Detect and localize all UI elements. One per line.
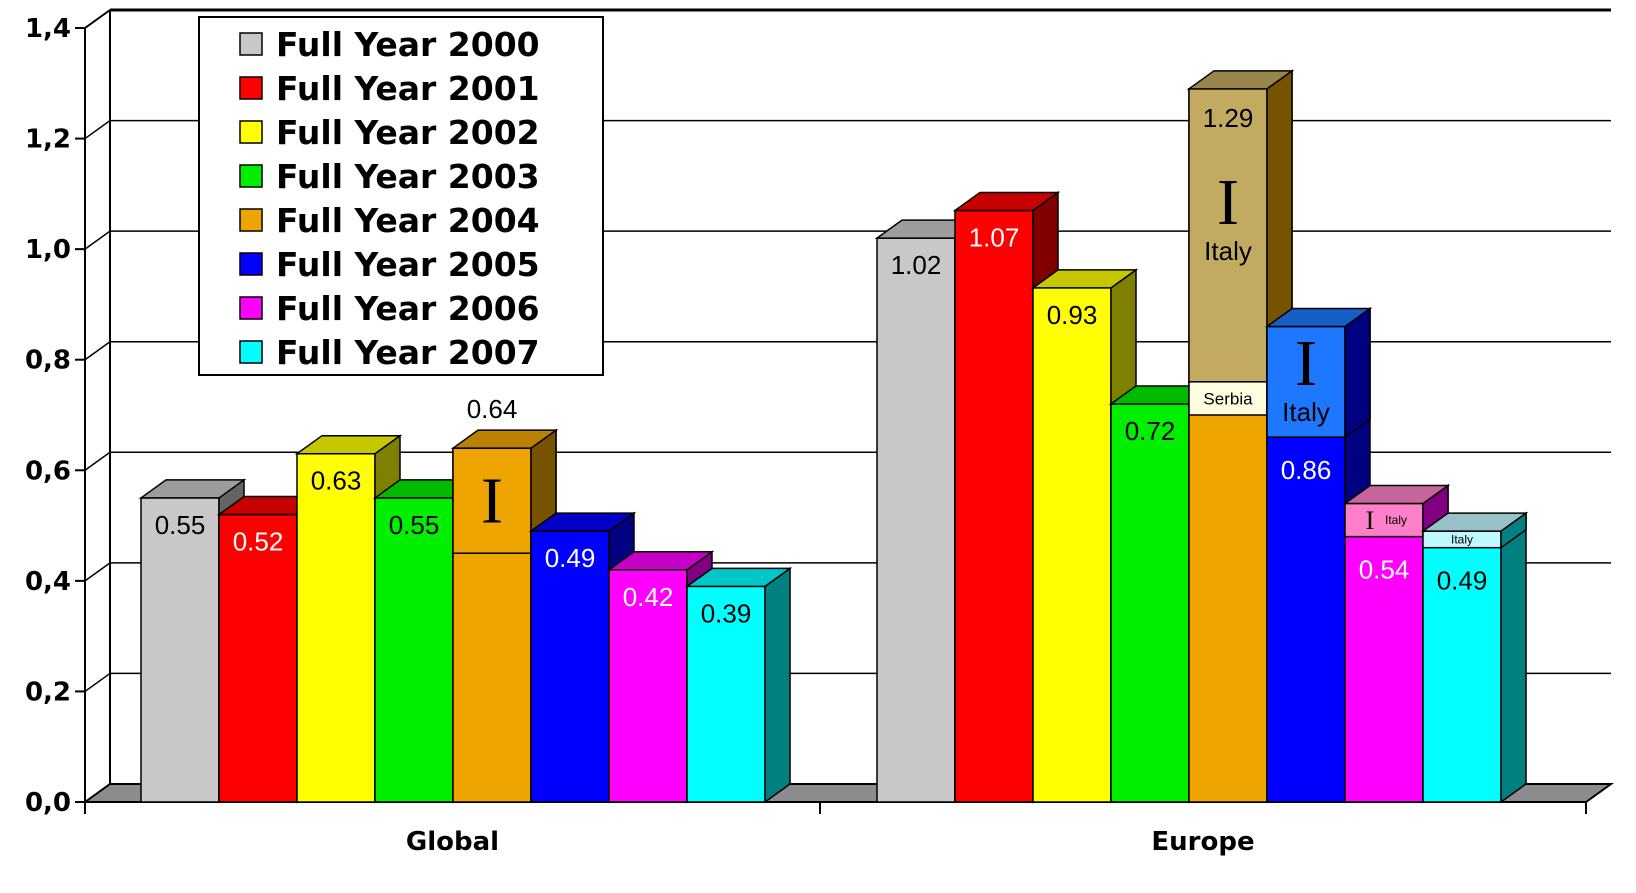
bar-europe-2-front	[1032, 287, 1112, 803]
legend-swatch	[239, 340, 263, 364]
value-label: 0.86	[1281, 455, 1332, 485]
gridline-diag	[84, 562, 111, 582]
legend-swatch	[239, 208, 263, 232]
value-label: 0.55	[155, 510, 206, 540]
bar-europe-3-front	[1110, 403, 1190, 803]
bar-global-0-top	[138, 479, 247, 499]
value-label: 0.55	[389, 510, 440, 540]
segment-side-europe-5-0	[1344, 307, 1371, 439]
y-tick-label: 0,0	[25, 788, 71, 818]
legend-swatch	[239, 252, 263, 276]
y-tick-label: 1,2	[25, 125, 71, 155]
value-labels: 0.55 0.52 0.63 0.55 0.64 0.49 0.42 0.39 1.02 1.07…	[155, 103, 1488, 629]
gridline-diag	[84, 341, 111, 361]
bar-global-3-front	[374, 497, 454, 803]
legend-swatch	[239, 76, 263, 100]
legend-swatch	[239, 32, 263, 56]
legend-entry: Full Year 2003	[276, 157, 540, 196]
gridline-diag	[84, 9, 111, 29]
y-tick-label: 0,4	[25, 567, 71, 597]
value-label: 0.39	[701, 598, 752, 628]
bar-europe-6-front	[1344, 502, 1424, 803]
i-beam-icon: I	[481, 465, 503, 538]
bar-global-5-top	[528, 512, 637, 532]
value-label: 1.29	[1203, 103, 1254, 133]
bar-europe-0-front	[876, 237, 956, 803]
bar-europe-7-top	[1420, 512, 1529, 532]
bar-global-4: I	[450, 428, 559, 804]
bar-global-7-front	[686, 585, 766, 803]
bar-europe-1-front	[954, 209, 1034, 803]
segment-label: Italy	[1282, 397, 1330, 427]
i-beam-icon: I	[1366, 506, 1375, 535]
bar-europe-6-top	[1342, 484, 1451, 505]
bar-global-2-top	[294, 434, 403, 455]
i-beam-icon: I	[1295, 327, 1317, 400]
bar-europe-2-top	[1030, 269, 1139, 289]
legend-swatch	[239, 120, 263, 144]
bar-global-1-front	[218, 513, 298, 803]
bar-europe-7: Italy	[1420, 511, 1529, 804]
bar-global-4-top	[450, 429, 559, 449]
legend-entry: Full Year 2001	[276, 69, 540, 108]
segment-label: Italy	[1451, 533, 1473, 547]
segment-europe-6-0	[1344, 502, 1424, 538]
legend-entry: Full Year 2000	[276, 25, 540, 64]
segment-europe-4-0	[1188, 88, 1268, 383]
value-label: 0.63	[311, 466, 362, 496]
category-label-global: Global	[406, 827, 499, 857]
bar-global-7-top	[684, 567, 793, 588]
category-label-europe: Europe	[1151, 827, 1254, 857]
legend-entry: Full Year 2006	[276, 289, 540, 328]
gridline-diag	[84, 451, 111, 471]
gridline-diag	[84, 672, 111, 693]
bar-global-6-front	[608, 569, 688, 803]
bar-europe-4-top	[1186, 70, 1295, 90]
i-beam-icon: I	[1217, 166, 1239, 239]
gridline-diag	[84, 230, 111, 250]
value-label: 0.54	[1359, 555, 1410, 585]
y-tick-label: 0,8	[25, 346, 71, 376]
value-label: 0.49	[1437, 566, 1488, 596]
legend-swatch	[239, 296, 263, 320]
value-label: 0.64	[467, 394, 518, 424]
gridline-diag	[84, 119, 111, 140]
legend-entry: Full Year 2007	[276, 333, 540, 372]
bar-global-7-side	[764, 566, 791, 804]
legend-entry: Full Year 2002	[276, 113, 540, 152]
value-label: 1.07	[969, 222, 1020, 252]
segment-label: Italy	[1204, 236, 1252, 266]
segment-label: Italy	[1385, 513, 1407, 527]
bar-global-2-front	[296, 452, 376, 803]
legend-entry: Full Year 2004	[276, 201, 540, 240]
legend-swatch	[239, 164, 263, 188]
y-tick-label: 0,6	[25, 456, 71, 486]
legend-box	[198, 16, 604, 376]
bar-global-6-top	[606, 551, 715, 571]
bar-europe-1-top	[952, 191, 1061, 212]
y-tick-label: 1,4	[25, 14, 71, 44]
y-tick-label: 0,2	[25, 677, 71, 707]
legend-entry: Full Year 2005	[276, 245, 540, 284]
segment-europe-4-1	[1188, 381, 1268, 416]
y-tick-label: 1,0	[25, 235, 71, 265]
value-label: 0.72	[1125, 416, 1176, 446]
value-label: 0.52	[233, 527, 284, 557]
value-label: 0.42	[623, 582, 674, 612]
segment-label: Serbia	[1203, 390, 1253, 409]
legend: Full Year 2000 Full Year 2001 Full Year 20…	[198, 16, 604, 376]
bar-europe-7-side	[1500, 511, 1527, 804]
bar-global-0-front	[140, 497, 220, 803]
bar-global-7	[684, 566, 793, 804]
bar-europe-5-top	[1264, 307, 1373, 328]
value-label: 0.93	[1047, 300, 1098, 330]
value-label: 1.02	[891, 250, 942, 280]
value-label: 0.49	[545, 543, 596, 573]
